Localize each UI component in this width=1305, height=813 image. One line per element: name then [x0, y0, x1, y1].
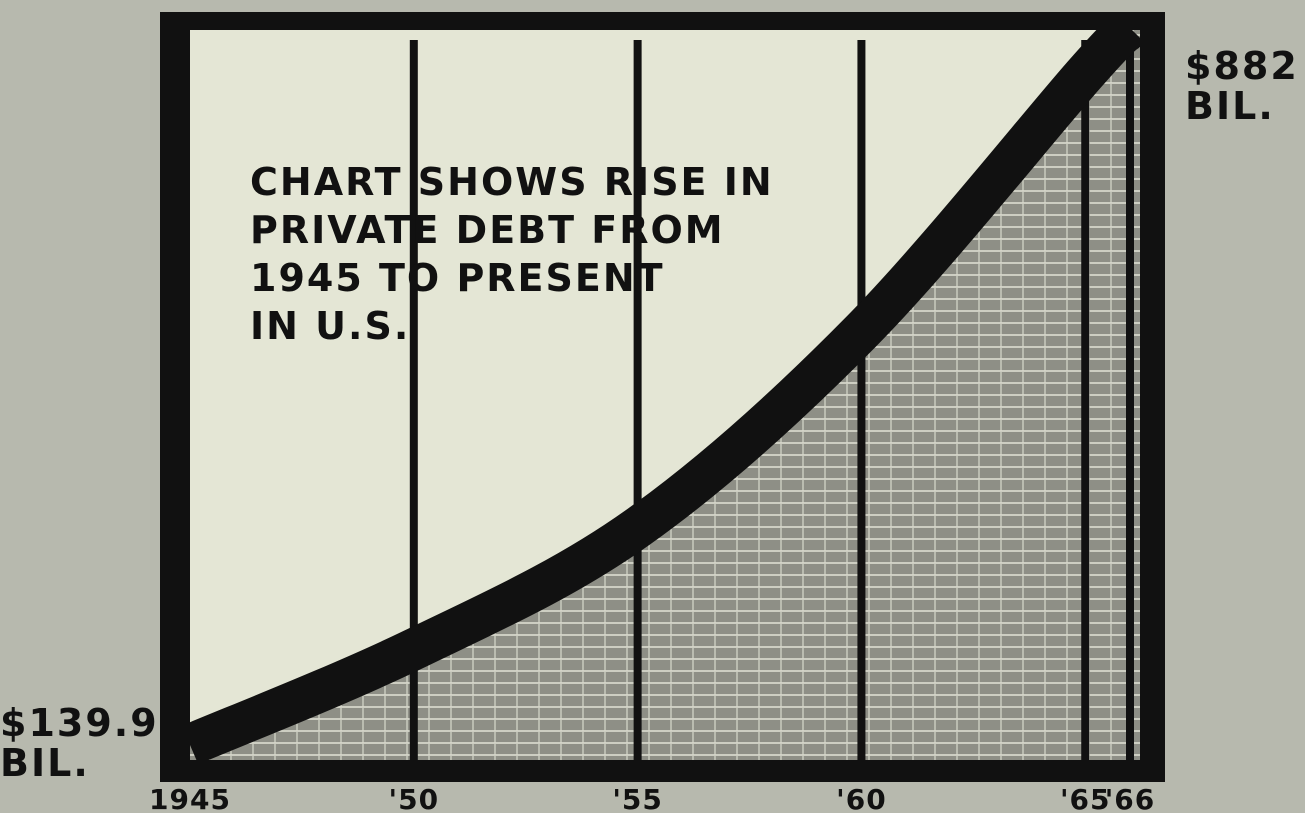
- title-line: CHART SHOWS RISE IN: [250, 158, 774, 206]
- chart: [0, 0, 1305, 813]
- x-tick-label: '60: [836, 786, 887, 813]
- x-tick-label: '65: [1060, 786, 1111, 813]
- title-line: IN U.S.: [250, 302, 774, 350]
- x-tick-label: '55: [612, 786, 663, 813]
- title-line: 1945 TO PRESENT: [250, 254, 774, 302]
- value-label: $139.9 BIL.: [0, 703, 160, 783]
- x-tick-label: 1945: [149, 786, 231, 813]
- x-tick-label: '66: [1105, 786, 1156, 813]
- value-label: $882 BIL.: [1185, 46, 1305, 126]
- x-tick-label: '50: [389, 786, 440, 813]
- title-line: PRIVATE DEBT FROM: [250, 206, 774, 254]
- page: CHART SHOWS RISE INPRIVATE DEBT FROM1945…: [0, 0, 1305, 813]
